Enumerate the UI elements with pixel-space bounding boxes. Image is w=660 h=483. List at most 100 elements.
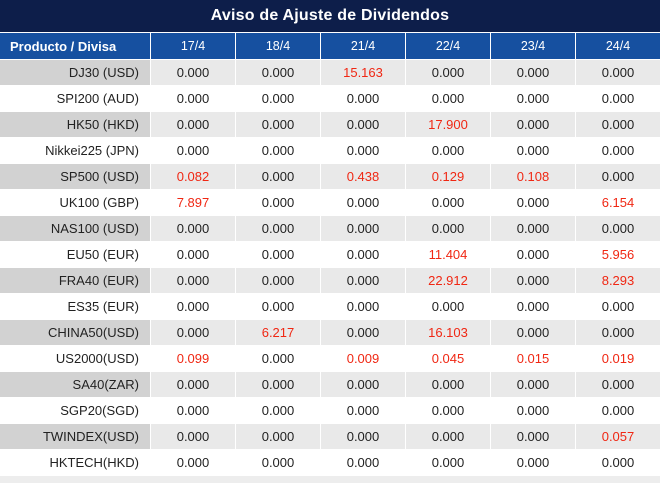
value-cell: 0.000 bbox=[151, 398, 235, 423]
value-cell: 0.000 bbox=[151, 216, 235, 241]
value-cell: 0.000 bbox=[321, 138, 405, 163]
value-cell: 0.000 bbox=[321, 268, 405, 293]
value-cell: 0.000 bbox=[236, 424, 320, 449]
value-cell: 0.000 bbox=[236, 372, 320, 397]
value-cell: 0.000 bbox=[491, 320, 575, 345]
value-cell: 0.000 bbox=[236, 164, 320, 189]
header-date-column: 18/4 bbox=[236, 33, 320, 59]
value-cell: 0.000 bbox=[236, 60, 320, 85]
value-cell: 11.404 bbox=[406, 242, 490, 267]
product-cell: EU50 (EUR) bbox=[0, 242, 150, 267]
value-cell: 0.000 bbox=[321, 242, 405, 267]
value-cell: 0.000 bbox=[406, 138, 490, 163]
value-cell: 8.293 bbox=[576, 268, 660, 293]
value-cell: 5.956 bbox=[576, 242, 660, 267]
value-cell: 0.000 bbox=[236, 268, 320, 293]
value-cell: 0.000 bbox=[576, 450, 660, 475]
value-cell: 0.000 bbox=[151, 86, 235, 111]
value-cell: 6.217 bbox=[236, 320, 320, 345]
value-cell: 0.000 bbox=[491, 86, 575, 111]
value-cell: 0.000 bbox=[236, 86, 320, 111]
value-cell: 0.438 bbox=[321, 164, 405, 189]
value-cell: 0.000 bbox=[491, 398, 575, 423]
value-cell: 0.129 bbox=[406, 164, 490, 189]
value-cell: 0.019 bbox=[576, 346, 660, 371]
product-cell: CHINA50(USD) bbox=[0, 320, 150, 345]
value-cell: 0.000 bbox=[321, 216, 405, 241]
value-cell: 0.000 bbox=[236, 190, 320, 215]
value-cell: 0.045 bbox=[406, 346, 490, 371]
value-cell: 0.000 bbox=[321, 190, 405, 215]
value-cell: 0.000 bbox=[151, 242, 235, 267]
value-cell: 0.000 bbox=[236, 242, 320, 267]
value-cell: 7.897 bbox=[151, 190, 235, 215]
product-cell: SGP20(SGD) bbox=[0, 398, 150, 423]
product-cell: US2000(USD) bbox=[0, 346, 150, 371]
value-cell: 16.103 bbox=[406, 320, 490, 345]
value-cell: 0.000 bbox=[151, 294, 235, 319]
value-cell: 17.900 bbox=[406, 112, 490, 137]
value-cell: 0.000 bbox=[321, 294, 405, 319]
product-cell: Nikkei225 (JPN) bbox=[0, 138, 150, 163]
value-cell: 0.000 bbox=[151, 60, 235, 85]
value-cell: 0.000 bbox=[236, 450, 320, 475]
header-date-column: 23/4 bbox=[491, 33, 575, 59]
product-cell: DJ30 (USD) bbox=[0, 60, 150, 85]
value-cell: 0.082 bbox=[151, 164, 235, 189]
product-cell: SPI200 (AUD) bbox=[0, 86, 150, 111]
value-cell: 0.000 bbox=[491, 190, 575, 215]
value-cell: 0.000 bbox=[491, 138, 575, 163]
value-cell: 0.000 bbox=[576, 86, 660, 111]
value-cell: 0.000 bbox=[576, 60, 660, 85]
value-cell: 0.000 bbox=[576, 372, 660, 397]
value-cell: 0.000 bbox=[491, 216, 575, 241]
panel-title: Aviso de Ajuste de Dividendos bbox=[0, 0, 660, 33]
value-cell: 0.000 bbox=[491, 294, 575, 319]
partial-next-row-strip bbox=[0, 476, 660, 483]
value-cell: 0.000 bbox=[576, 164, 660, 189]
header-date-column: 24/4 bbox=[576, 33, 660, 59]
value-cell: 0.000 bbox=[151, 268, 235, 293]
value-cell: 0.000 bbox=[321, 112, 405, 137]
value-cell: 0.000 bbox=[406, 60, 490, 85]
header-date-column: 21/4 bbox=[321, 33, 405, 59]
product-cell: UK100 (GBP) bbox=[0, 190, 150, 215]
product-cell: HK50 (HKD) bbox=[0, 112, 150, 137]
value-cell: 0.000 bbox=[321, 320, 405, 345]
value-cell: 0.000 bbox=[406, 398, 490, 423]
value-cell: 6.154 bbox=[576, 190, 660, 215]
product-cell: NAS100 (USD) bbox=[0, 216, 150, 241]
product-cell: SA40(ZAR) bbox=[0, 372, 150, 397]
product-cell: ES35 (EUR) bbox=[0, 294, 150, 319]
value-cell: 0.000 bbox=[406, 372, 490, 397]
value-cell: 0.000 bbox=[236, 398, 320, 423]
value-cell: 0.000 bbox=[236, 346, 320, 371]
value-cell: 0.000 bbox=[321, 398, 405, 423]
value-cell: 0.000 bbox=[576, 320, 660, 345]
value-cell: 0.108 bbox=[491, 164, 575, 189]
value-cell: 0.000 bbox=[491, 450, 575, 475]
value-cell: 0.000 bbox=[406, 424, 490, 449]
value-cell: 0.015 bbox=[491, 346, 575, 371]
product-cell: SP500 (USD) bbox=[0, 164, 150, 189]
value-cell: 0.000 bbox=[406, 190, 490, 215]
value-cell: 0.009 bbox=[321, 346, 405, 371]
value-cell: 0.000 bbox=[576, 138, 660, 163]
value-cell: 0.000 bbox=[406, 216, 490, 241]
value-cell: 0.000 bbox=[236, 112, 320, 137]
value-cell: 0.000 bbox=[576, 294, 660, 319]
value-cell: 0.000 bbox=[491, 242, 575, 267]
value-cell: 0.000 bbox=[151, 112, 235, 137]
value-cell: 0.000 bbox=[406, 450, 490, 475]
value-cell: 0.000 bbox=[151, 138, 235, 163]
product-cell: TWINDEX(USD) bbox=[0, 424, 150, 449]
value-cell: 0.057 bbox=[576, 424, 660, 449]
value-cell: 0.000 bbox=[576, 112, 660, 137]
product-cell: FRA40 (EUR) bbox=[0, 268, 150, 293]
value-cell: 0.000 bbox=[151, 372, 235, 397]
dividends-table: Producto / Divisa 17/4 18/4 21/4 22/4 23/4 24/… bbox=[0, 33, 660, 475]
header-date-column: 22/4 bbox=[406, 33, 490, 59]
value-cell: 0.000 bbox=[151, 320, 235, 345]
value-cell: 0.099 bbox=[151, 346, 235, 371]
